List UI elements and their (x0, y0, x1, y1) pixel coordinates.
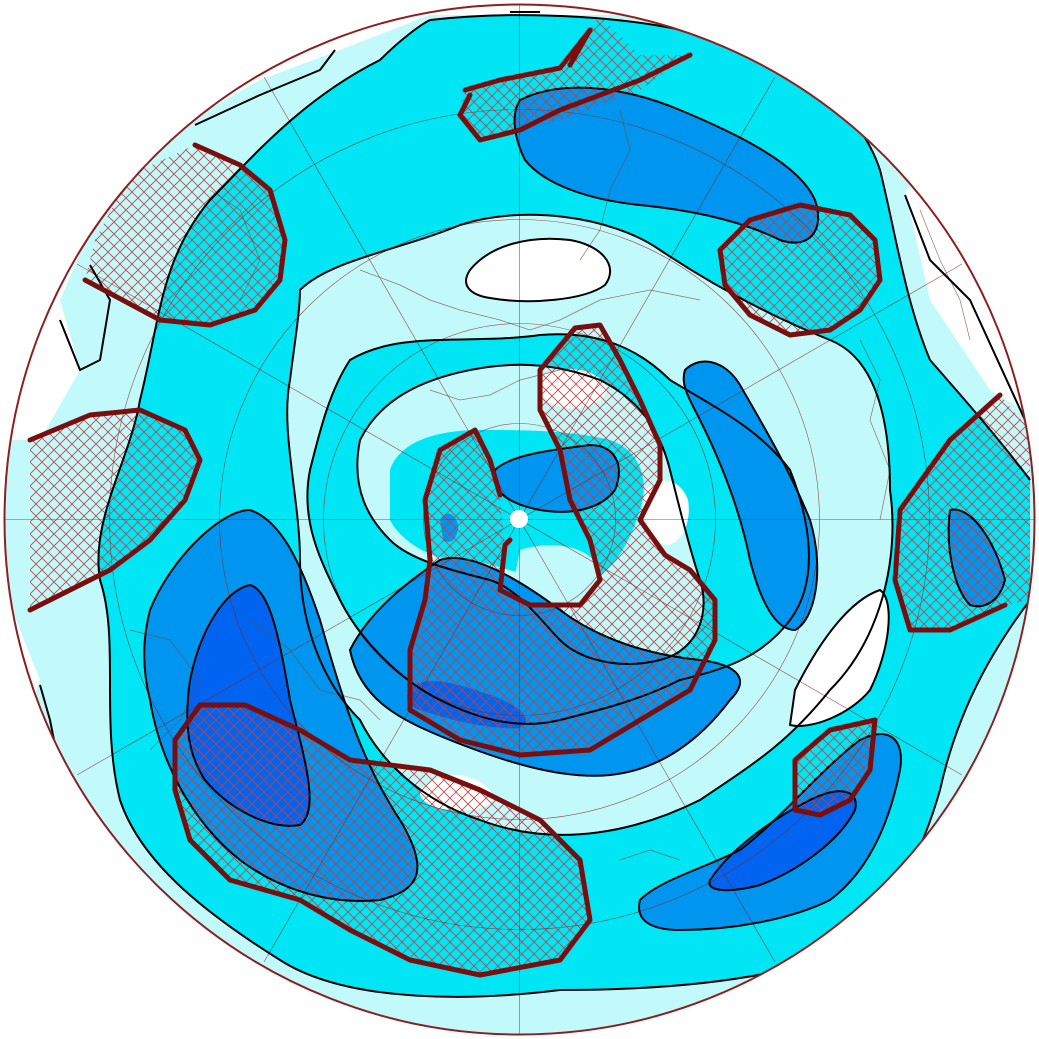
level-3-east (683, 361, 818, 630)
pole-dot-icon (510, 510, 528, 528)
map-boundary-circle (3, 3, 1036, 1036)
contour-lines (39, 11, 1031, 998)
white-pocket-southeast (790, 590, 889, 726)
significance-contours (27, 27, 1008, 978)
white-pocket-north (466, 238, 611, 302)
level-3-north (514, 87, 819, 243)
